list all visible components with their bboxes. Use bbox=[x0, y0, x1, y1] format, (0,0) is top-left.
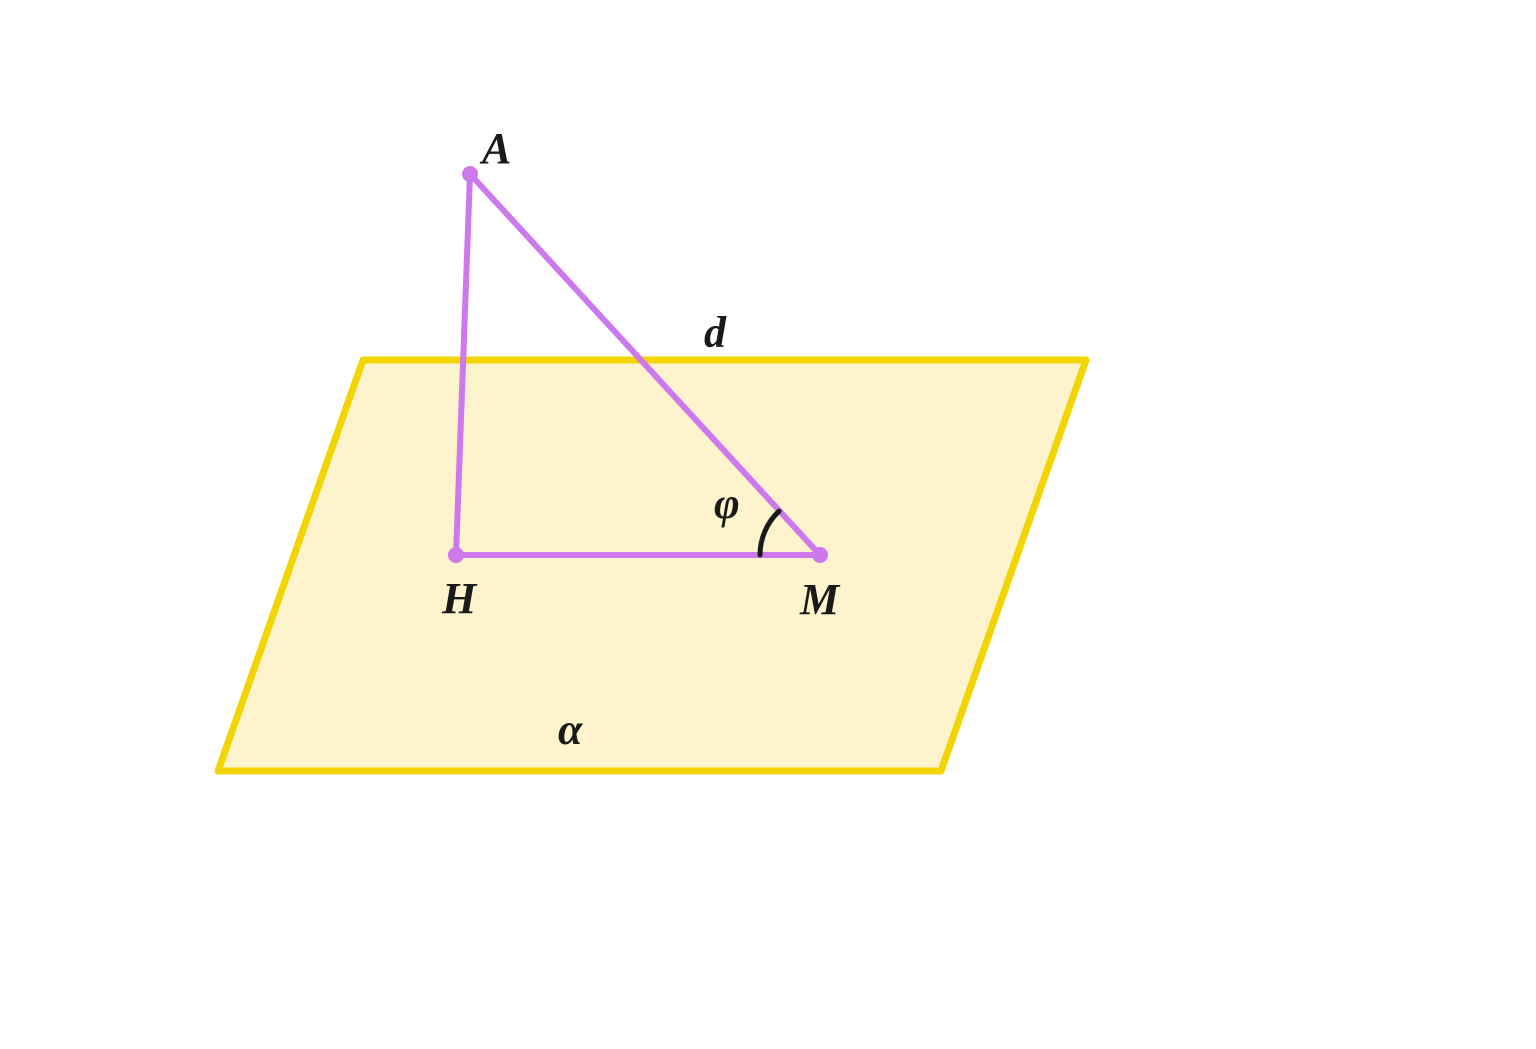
angle-phi-label: φ bbox=[714, 478, 740, 529]
point-m bbox=[812, 547, 828, 563]
point-a-label: A bbox=[482, 123, 511, 174]
edge-d-label: d bbox=[704, 307, 726, 358]
diagram-canvas bbox=[0, 0, 1536, 1044]
point-h bbox=[448, 547, 464, 563]
plane-alpha bbox=[218, 360, 1086, 771]
point-m-label: M bbox=[800, 574, 839, 625]
point-h-label: H bbox=[442, 573, 476, 624]
plane-label: α bbox=[558, 704, 582, 755]
point-a bbox=[462, 166, 478, 182]
geometry-diagram: α A H M d φ bbox=[0, 0, 1536, 1044]
